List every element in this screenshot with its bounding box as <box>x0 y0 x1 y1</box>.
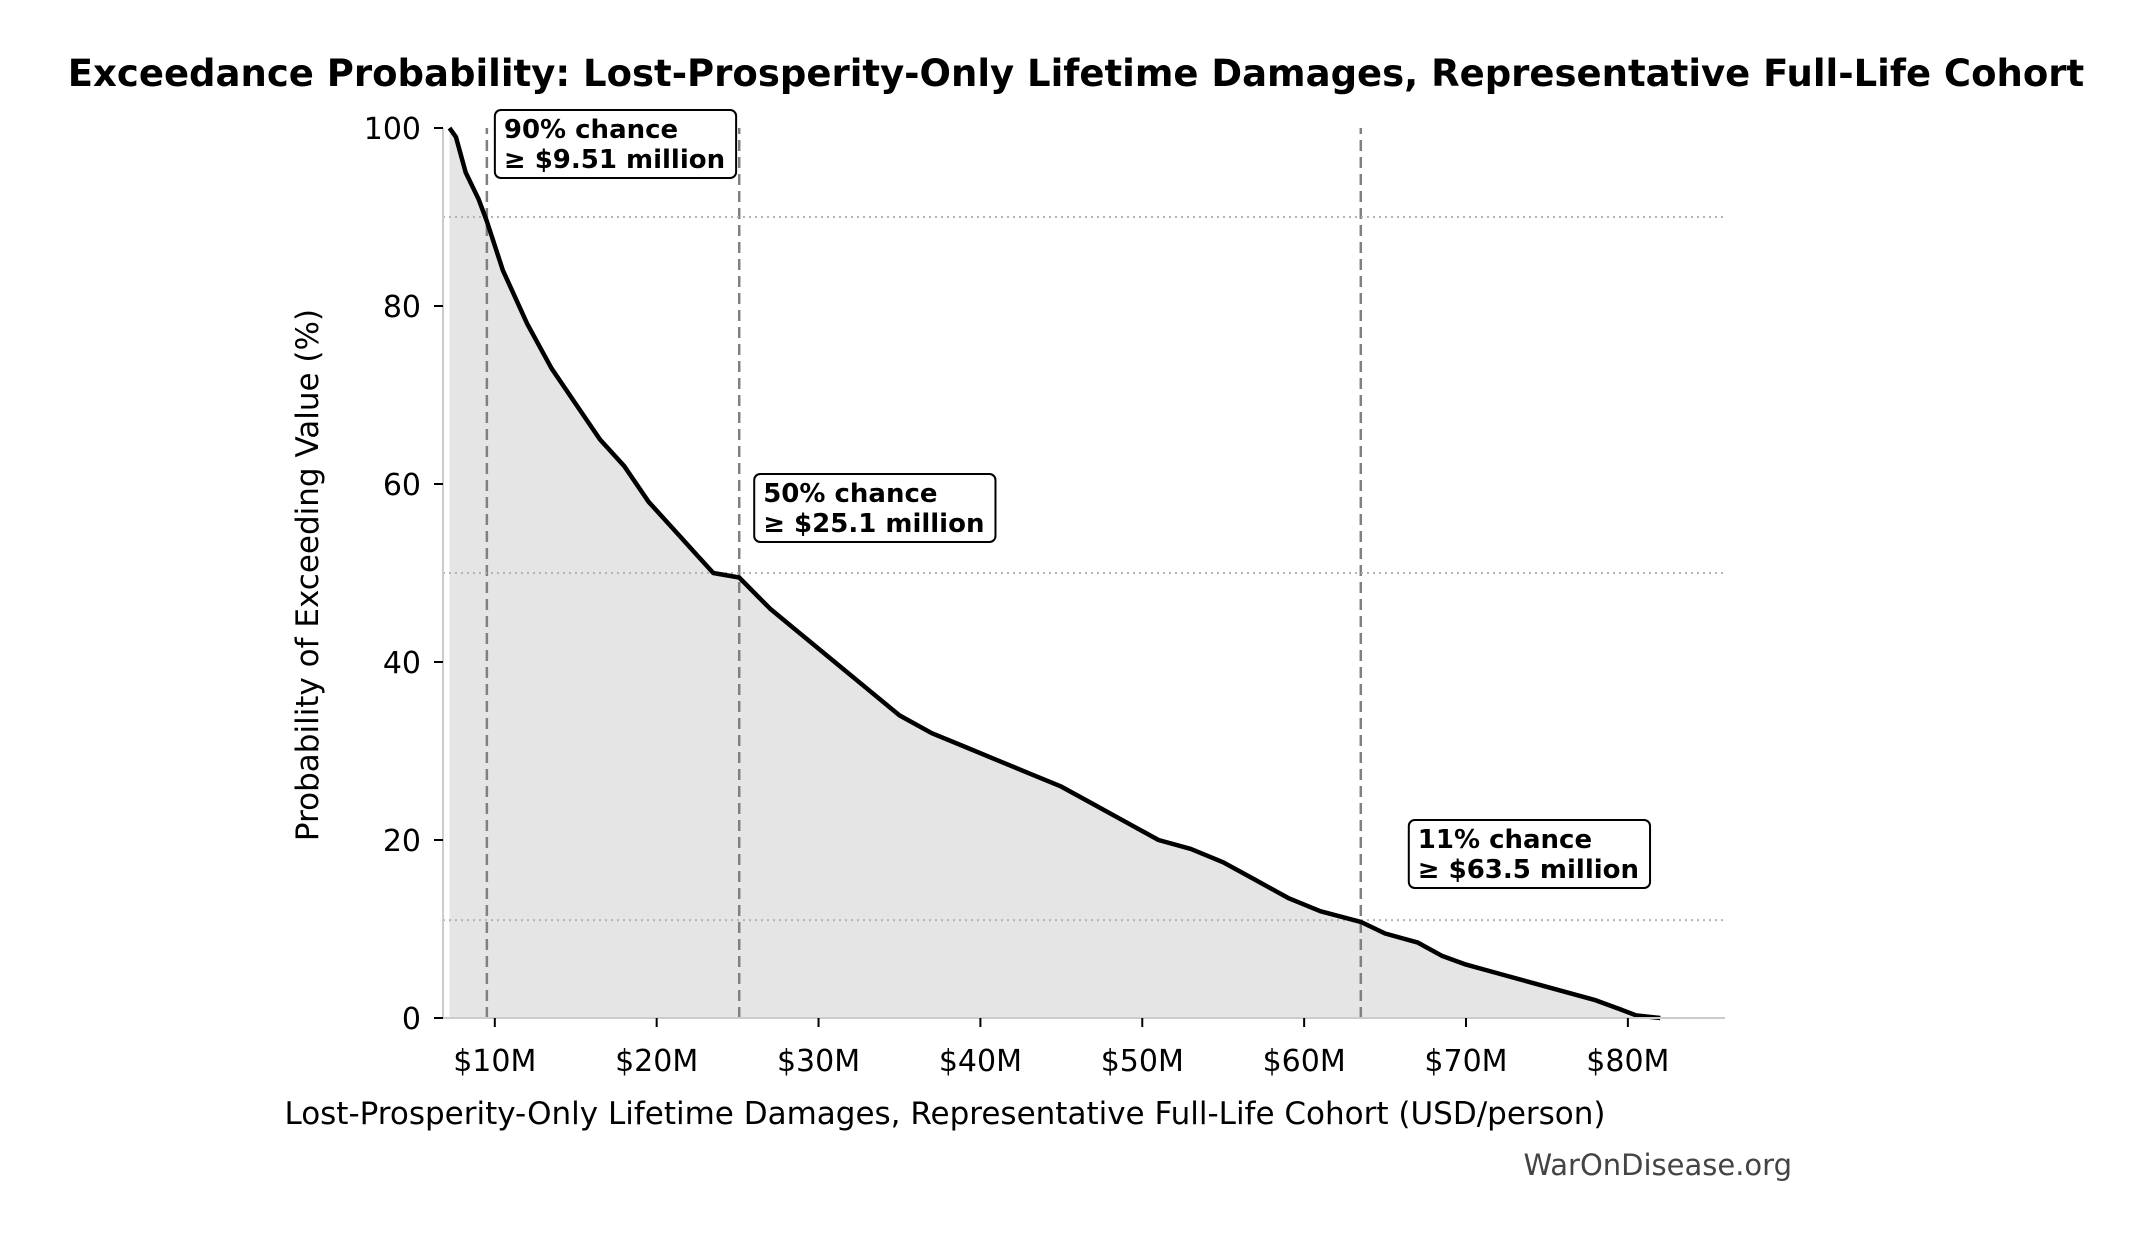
x-tick-label: $30M <box>777 1044 860 1079</box>
x-tick-label: $10M <box>453 1044 536 1079</box>
y-tick-label: 100 <box>364 112 421 147</box>
y-tick-label: 60 <box>383 468 421 503</box>
exceedance-area <box>449 128 1661 1018</box>
plot-area: 90% chance≥ $9.51 million 50% chance≥ $25… <box>443 109 1725 1021</box>
annotation-line-1: 50% chance <box>763 479 937 509</box>
x-tick-label: $60M <box>1263 1044 1346 1079</box>
annotation-line-2: ≥ $25.1 million <box>763 509 984 539</box>
axes: $10M $20M $30M $40M $50M $60M $70M $80M 0 20 40 60… <box>364 112 1725 1079</box>
annotation-box: 90% chance≥ $9.51 million <box>493 109 738 179</box>
y-tick-label: 20 <box>383 824 421 859</box>
y-tick-label: 0 <box>402 1002 421 1037</box>
x-tick-label: $20M <box>615 1044 698 1079</box>
watermark: WarOnDisease.org <box>1523 1148 1792 1182</box>
annotation-frame <box>753 473 997 543</box>
annotation-box: 11% chance≥ $63.5 million <box>1407 819 1652 889</box>
x-axis-label: Lost-Prosperity-Only Lifetime Damages, R… <box>284 1096 1605 1132</box>
exceedance-curve <box>447 126 1661 1021</box>
annotation-box: 50% chance≥ $25.1 million <box>753 473 997 543</box>
x-tick-label: $80M <box>1586 1044 1669 1079</box>
annotation-frame <box>493 109 738 179</box>
annotation-line-2: ≥ $63.5 million <box>1418 855 1639 885</box>
x-tick-label: $50M <box>1101 1044 1184 1079</box>
annotation-line-1: 90% chance <box>504 115 678 145</box>
x-tick-label: $70M <box>1424 1044 1507 1079</box>
annotation-line-1: 11% chance <box>1418 825 1592 855</box>
annotation-frame <box>1407 819 1652 889</box>
chart-title: Exceedance Probability: Lost-Prosperity-… <box>68 52 2084 95</box>
y-tick-label: 40 <box>383 646 421 681</box>
y-axis-label: Probability of Exceeding Value (%) <box>290 309 326 841</box>
y-tick-label: 80 <box>383 290 421 325</box>
annotation-line-2: ≥ $9.51 million <box>504 145 725 175</box>
x-tick-label: $40M <box>939 1044 1022 1079</box>
